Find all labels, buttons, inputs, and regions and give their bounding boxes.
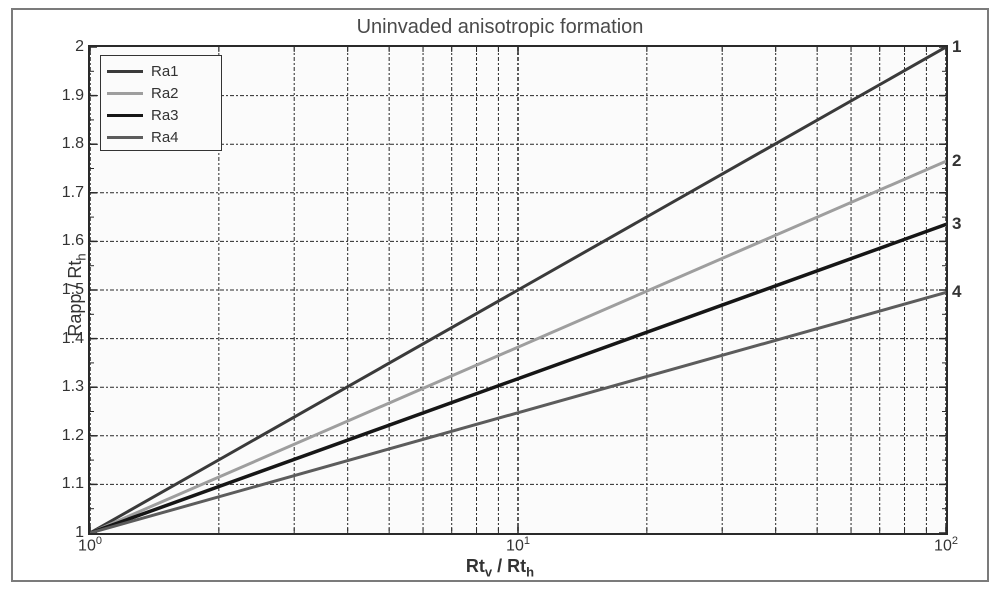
y-tick-label: 1.4 [62, 330, 90, 348]
legend-swatch [107, 70, 143, 73]
y-tick-label: 2 [75, 38, 90, 56]
legend-swatch [107, 114, 143, 117]
x-tick-label: 102 [934, 533, 958, 555]
x-axis-label: Rtv / Rth [13, 556, 987, 580]
legend-label: Ra3 [151, 107, 179, 124]
series-end-label: 2 [952, 151, 961, 171]
y-tick-label: 1.2 [62, 427, 90, 445]
y-tick-label: 1.5 [62, 281, 90, 299]
y-tick-label: 1.1 [62, 475, 90, 493]
legend-item: Ra3 [107, 104, 215, 126]
x-tick-label: 100 [78, 533, 102, 555]
series-end-label: 1 [952, 37, 961, 57]
legend: Ra1 Ra2 Ra3 Ra4 [100, 55, 222, 151]
series-end-label: 4 [952, 282, 961, 302]
y-tick-label: 1.6 [62, 232, 90, 250]
legend-label: Ra2 [151, 85, 179, 102]
legend-item: Ra1 [107, 60, 215, 82]
y-tick-label: 1.9 [62, 87, 90, 105]
x-tick-label: 101 [506, 533, 530, 555]
chart-title: Uninvaded anisotropic formation [13, 16, 987, 39]
y-tick-label: 1.7 [62, 184, 90, 202]
legend-swatch [107, 136, 143, 139]
y-tick-label: 1.8 [62, 135, 90, 153]
plot-area: Ra1Ra2Ra3Ra4 11.11.21.31.41.51.61.71.81.… [88, 45, 948, 535]
y-tick-label: 1.3 [62, 378, 90, 396]
legend-item: Ra2 [107, 82, 215, 104]
legend-label: Ra1 [151, 63, 179, 80]
outer-frame: Uninvaded anisotropic formation Rapp / R… [11, 8, 989, 582]
legend-swatch [107, 92, 143, 95]
series-end-label: 3 [952, 214, 961, 234]
legend-label: Ra4 [151, 129, 179, 146]
legend-item: Ra4 [107, 126, 215, 148]
